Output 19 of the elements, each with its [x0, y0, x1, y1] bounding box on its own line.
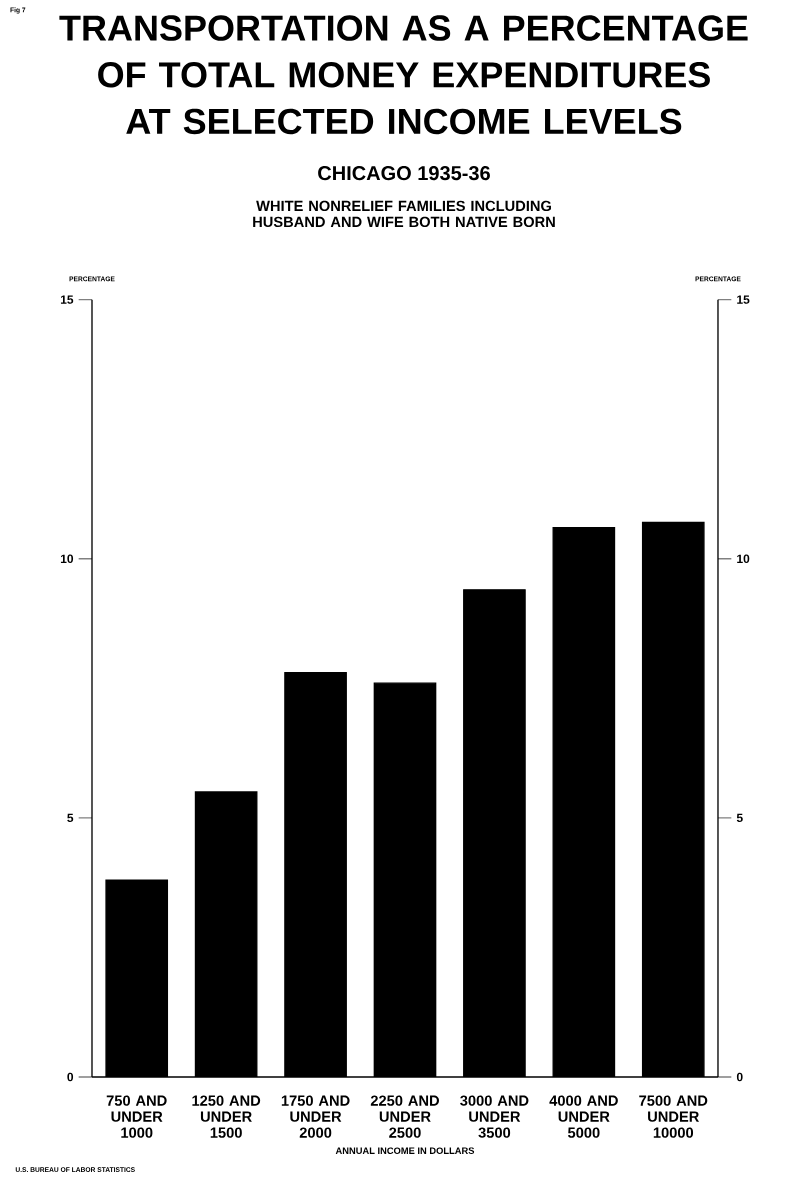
y2-tick-label: 15: [737, 295, 750, 304]
x-tick-label: 3000 AND UNDER 3500: [460, 1095, 529, 1138]
y-tick-label: 0: [67, 1072, 74, 1082]
text: WHITE NONRELIEF FAMILIES INCLUDING HUSBAND AND WIFE BOTH NATIVE BORN: [253, 200, 555, 228]
y2-tick-label: 10: [737, 554, 750, 564]
x-tick-label: 1750 AND UNDER 2000: [281, 1095, 350, 1138]
x-tick-label: 7500 AND UNDER 10000: [639, 1095, 708, 1138]
y-tick-label: 5: [67, 813, 74, 823]
x-axis-title: ANNUAL INCOME IN DOLLARS: [335, 1147, 475, 1154]
x-tick-label: 750 AND UNDER 1000: [106, 1095, 167, 1138]
y-tick-label: 10: [60, 554, 74, 564]
x-tick-label: 1250 AND UNDER 1500: [192, 1095, 261, 1138]
x-tick-label: 2250 AND UNDER 2500: [370, 1095, 439, 1138]
y-tick-label: 15: [60, 295, 74, 304]
y2-tick-label: 0: [736, 1072, 743, 1082]
y2-tick-label: 5: [736, 813, 743, 823]
chart-title: TRANSPORTATION AS A PERCENTAGE OF TOTAL MONEY EXPENDITURES AT SELECTED INCOME LEVELS: [59, 15, 748, 135]
chart-subtitle: CHICAGO 1935-36: [318, 166, 490, 181]
x-tick-label: 4000 AND UNDER 5000: [549, 1095, 618, 1138]
